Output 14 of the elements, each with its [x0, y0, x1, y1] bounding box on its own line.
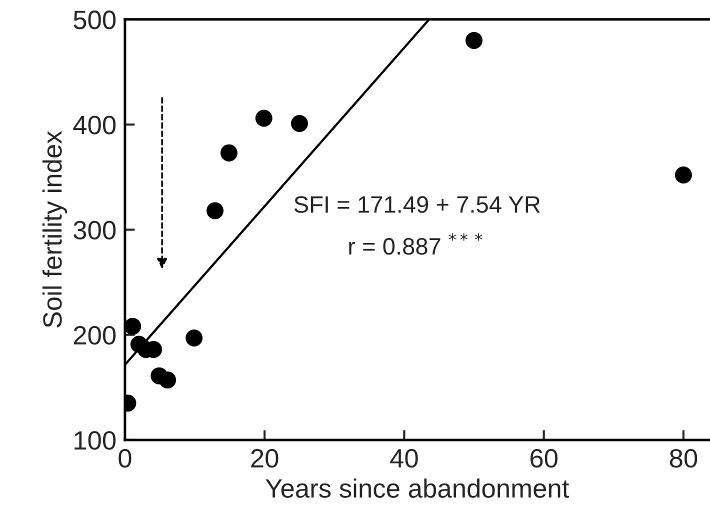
x-tick-label: 20 [251, 448, 278, 468]
y-tick-label: 300 [74, 220, 116, 240]
annotation: SFI = 171.49 + 7.54 YR [294, 196, 540, 213]
x-tick-label: 80 [670, 448, 698, 468]
y-axis-title: Soil fertility index [42, 130, 68, 328]
y-tick-label: 100 [74, 431, 116, 450]
x-tick-label: 0 [118, 448, 132, 468]
y-tick-label: 500 [74, 10, 116, 30]
y-tick-label: 400 [73, 116, 116, 134]
x-axis-title: Years since abandonment [266, 478, 570, 498]
x-tick-label: 40 [390, 448, 418, 468]
annotation: r = 0.887 $^{***}$ [349, 233, 482, 255]
x-tick-label: 60 [530, 448, 558, 468]
y-tick-label: 200 [74, 326, 116, 345]
